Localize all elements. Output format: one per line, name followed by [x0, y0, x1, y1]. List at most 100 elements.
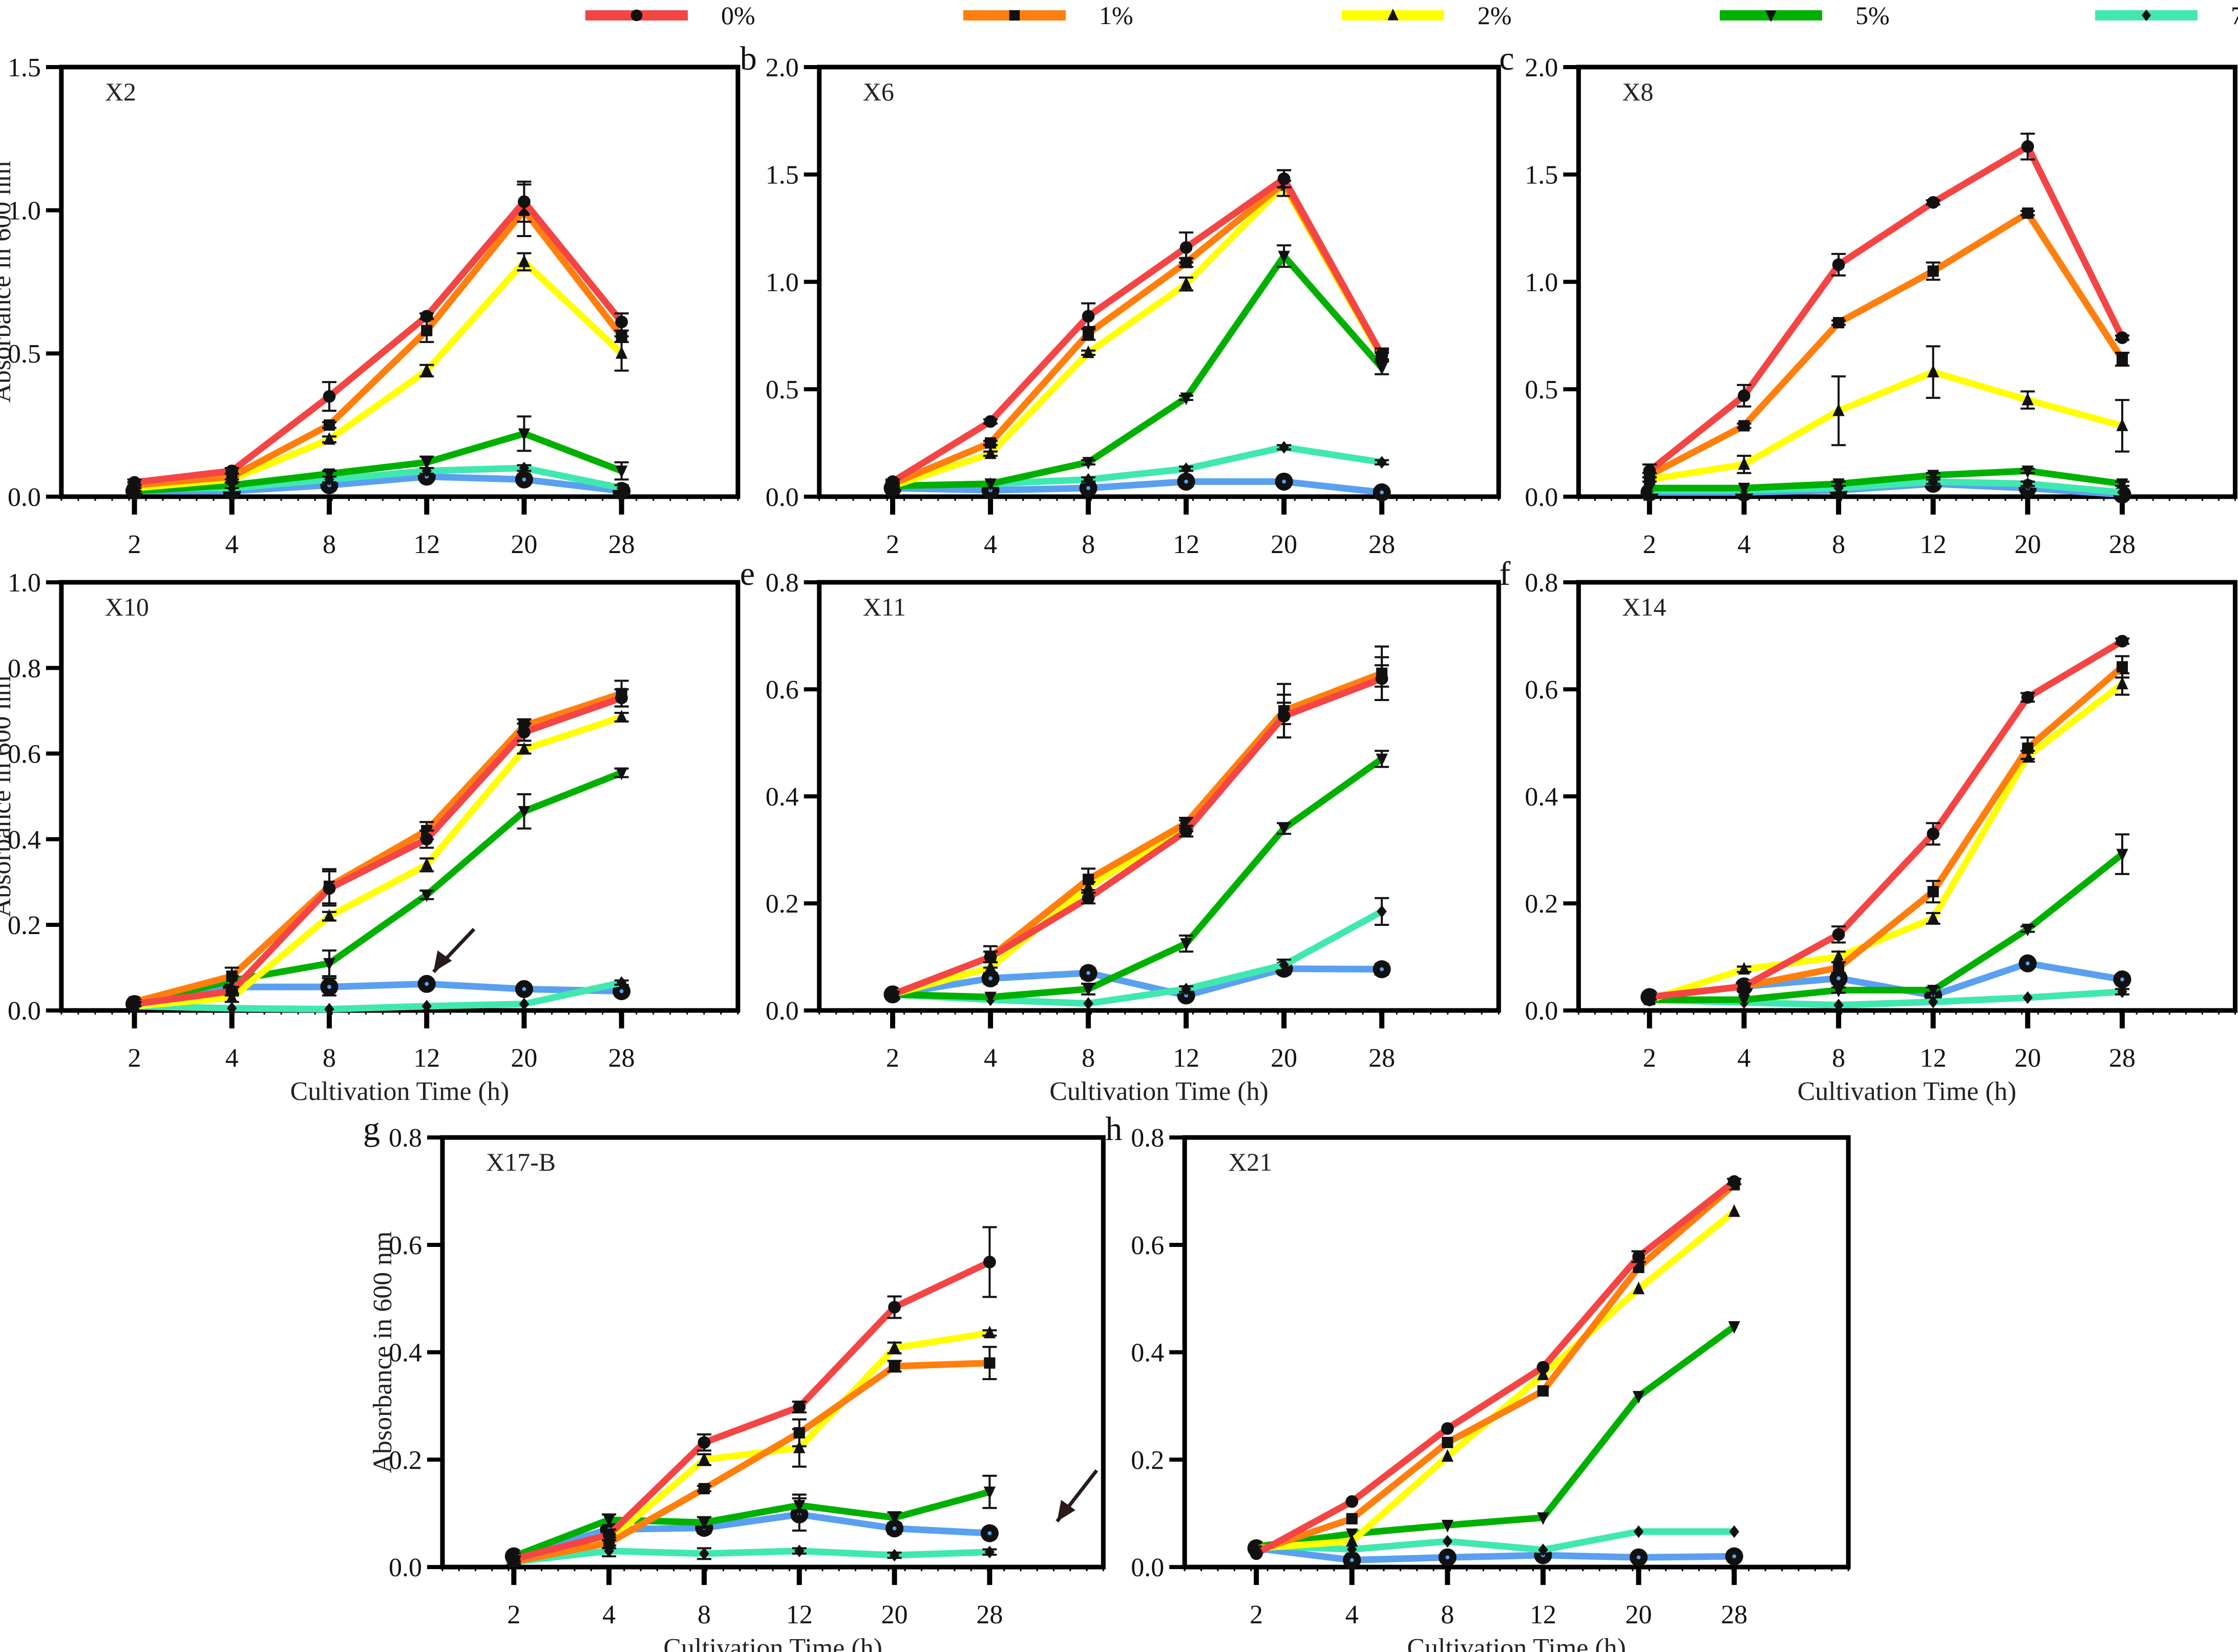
x-tick-label: 12 — [786, 1600, 813, 1629]
data-point — [889, 1360, 900, 1372]
series-0pct — [127, 180, 629, 489]
marker-ring-center — [2025, 961, 2030, 966]
series-line — [131, 694, 625, 1008]
data-point — [1927, 985, 1939, 998]
panel-d: dX100.00.20.40.60.81.0248122028Absorbanc… — [0, 568, 741, 1106]
data-point — [983, 1256, 996, 1268]
x-tick-label: 12 — [1173, 1044, 1199, 1073]
data-point — [1833, 317, 1845, 329]
data-point — [1083, 997, 1093, 1010]
data-point — [615, 767, 628, 780]
series-7pct — [129, 976, 629, 1016]
data-point — [984, 991, 997, 1005]
data-point — [984, 1545, 995, 1559]
series-2pct — [1642, 345, 2129, 485]
x-tick-label: 20 — [1271, 1044, 1297, 1073]
data-point — [616, 976, 627, 989]
legend-marker-circle-icon — [630, 9, 643, 22]
panel-e: e X11 0.0 0.2 0.4 0.6 0.8 2 4 8 12 20 28 Cultivation … — [740, 555, 1501, 1106]
x-tick-label: 4 — [225, 530, 239, 559]
data-point — [1927, 886, 1939, 898]
data-point — [1632, 1250, 1645, 1263]
marker-ring-center — [1380, 490, 1384, 495]
series-1pct — [506, 1346, 997, 1568]
y-tick-label: 0.5 — [1525, 375, 1558, 405]
data-point — [323, 882, 336, 895]
data-point — [420, 310, 433, 323]
series-1pct — [127, 680, 629, 1008]
marker-ring-center — [522, 477, 526, 482]
data-point — [1376, 362, 1388, 375]
data-point — [519, 461, 530, 475]
data-point — [323, 432, 335, 445]
y-tick-label: 0.0 — [1525, 997, 1558, 1026]
y-tick-label: 0.8 — [8, 654, 41, 683]
panel-letter: b — [740, 40, 757, 77]
data-point — [1278, 823, 1290, 836]
x-tick-label: 2 — [886, 530, 899, 559]
series-line — [1646, 468, 2126, 492]
data-point — [1377, 905, 1387, 918]
series-line — [1646, 638, 2126, 1001]
data-point — [698, 1452, 710, 1465]
marker-ring-center — [988, 976, 993, 981]
data-point — [2116, 676, 2128, 690]
data-point — [320, 978, 339, 996]
y-tick-label: 0.2 — [1131, 1446, 1164, 1475]
data-point — [1832, 258, 1845, 271]
data-point — [2021, 140, 2034, 153]
data-point — [1632, 1281, 1645, 1295]
data-point — [1438, 1548, 1456, 1566]
data-point — [1180, 277, 1192, 290]
data-point — [2022, 743, 2034, 754]
data-point — [323, 958, 335, 971]
data-point — [1278, 250, 1290, 264]
series-line — [1253, 1181, 1738, 1555]
panel-h: h X21 0.0 0.2 0.4 0.6 0.8 2 4 8 12 20 28 Cultivation … — [1105, 1110, 1851, 1652]
data-point — [2021, 465, 2034, 478]
data-point — [1738, 482, 1750, 496]
data-point — [1277, 710, 1291, 723]
series-line — [131, 713, 625, 1010]
series-line — [889, 755, 1385, 1001]
data-point — [1279, 959, 1289, 971]
data-point — [2116, 331, 2129, 344]
x-tick-label: 8 — [1082, 1044, 1095, 1073]
data-point — [1083, 473, 1093, 486]
series-line — [1646, 851, 2126, 1003]
data-point — [1441, 1449, 1454, 1462]
data-point — [1082, 457, 1094, 470]
data-point — [128, 998, 141, 1011]
data-point — [518, 806, 531, 819]
series-line — [510, 1511, 993, 1560]
data-point — [226, 1002, 237, 1015]
x-tick-label: 12 — [413, 1044, 440, 1073]
data-point — [2021, 691, 2034, 704]
marker-ring-center — [1282, 479, 1286, 484]
x-tick-label: 20 — [2014, 1044, 2041, 1073]
x-tick-label: 12 — [1173, 530, 1199, 559]
x-tick-label: 4 — [1737, 530, 1750, 559]
data-point — [1927, 470, 1939, 483]
data-point — [793, 1500, 806, 1513]
data-point — [1833, 962, 1845, 973]
marker-ring-center — [619, 989, 624, 993]
data-point — [1927, 265, 1939, 277]
data-point — [1346, 1513, 1358, 1524]
series-line — [889, 965, 1385, 999]
y-axis-title: Absorbance in 600 nm — [368, 1232, 397, 1473]
x-tick-label: 28 — [608, 530, 635, 559]
x-tick-label: 28 — [2109, 1044, 2136, 1073]
data-point — [518, 726, 531, 739]
x-axis-title: Cultivation Time (h) — [1407, 1634, 1626, 1652]
series-0pct — [1250, 1175, 1742, 1560]
x-tick-label: 20 — [2014, 530, 2041, 559]
data-point — [1738, 980, 1750, 993]
data-point — [518, 428, 531, 441]
data-point — [2116, 478, 2128, 492]
y-tick-label: 1.0 — [8, 197, 41, 226]
y-tick-label: 0.4 — [389, 1339, 422, 1368]
data-point — [507, 1553, 520, 1565]
data-point — [1083, 874, 1094, 885]
